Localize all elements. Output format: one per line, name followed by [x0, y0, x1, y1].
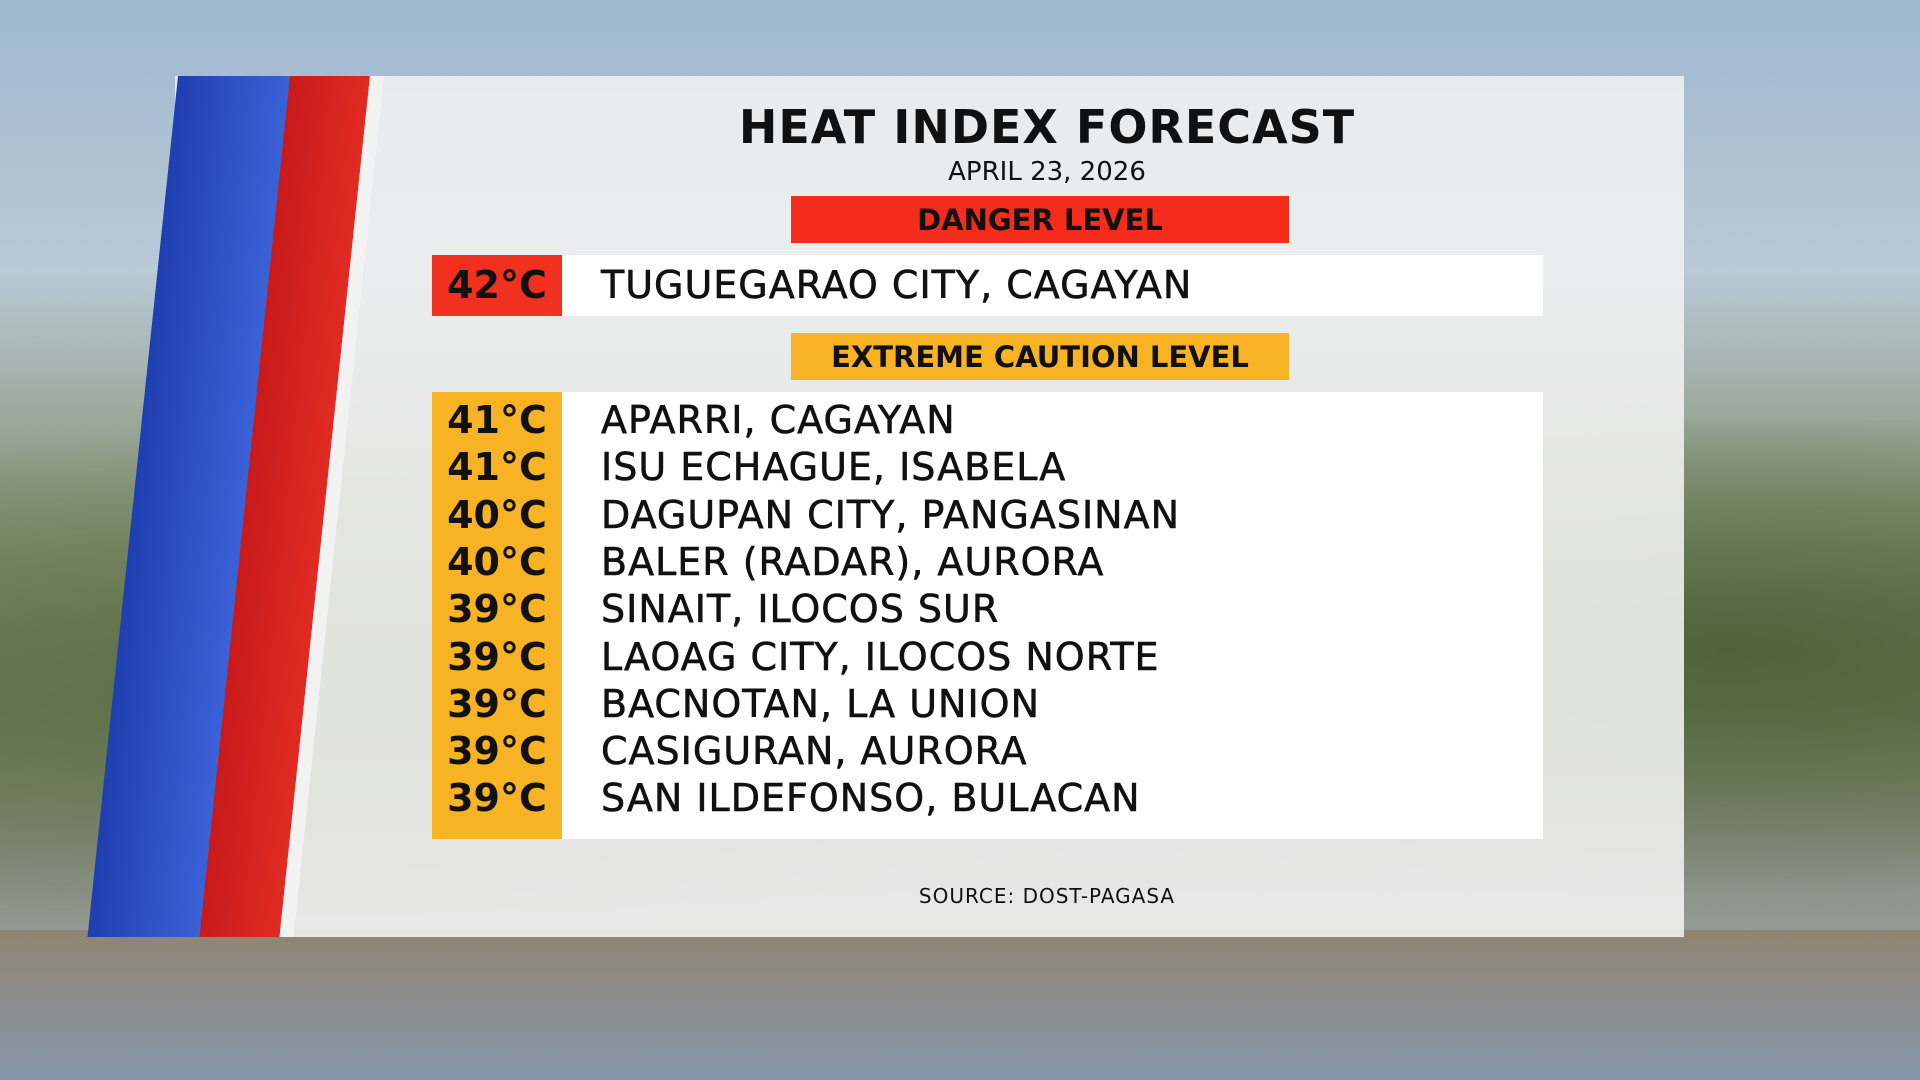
table-rows: 41°C APARRI, CAGAYAN 41°C ISU ECHAGUE, ISAB… [432, 392, 1543, 839]
location: BACNOTAN, LA UNION [601, 681, 1041, 726]
location: SAN ILDEFONSO, BULACAN [601, 776, 1141, 821]
temperature: 39°C [447, 729, 547, 774]
temperature: 39°C [447, 634, 547, 679]
location: TUGUEGARAO CITY, CAGAYAN [601, 263, 1193, 308]
table-rows: 42°C TUGUEGARAO CITY, CAGAYAN [432, 255, 1543, 317]
temperature: 39°C [447, 587, 547, 632]
temperature: 39°C [447, 681, 547, 726]
location: SINAIT, ILOCOS SUR [601, 587, 1000, 632]
location: LAOAG CITY, ILOCOS NORTE [601, 634, 1160, 679]
temperature: 42°C [447, 263, 547, 307]
level-banner: DANGER LEVEL [791, 196, 1289, 243]
location: DAGUPAN CITY, PANGASINAN [601, 492, 1181, 537]
temp-column [432, 392, 562, 839]
level-banner: EXTREME CAUTION LEVEL [791, 333, 1289, 380]
location: APARRI, CAGAYAN [601, 398, 956, 443]
location: BALER (RADAR), AURORA [601, 539, 1105, 585]
title: HEAT INDEX FORECAST [738, 100, 1356, 154]
temperature: 40°C [447, 492, 547, 537]
temperature: 41°C [447, 398, 547, 442]
background [0, 930, 1920, 1080]
temperature: 40°C [447, 539, 547, 584]
source: SOURCE: DOST-PAGASA [918, 884, 1176, 908]
temp-column [432, 255, 562, 317]
date: APRIL 23, 2026 [948, 157, 1146, 187]
location: CASIGURAN, AURORA [601, 729, 1028, 774]
temperature: 41°C [447, 445, 547, 490]
location: ISU ECHAGUE, ISABELA [601, 445, 1067, 490]
temperature: 39°C [447, 776, 547, 821]
